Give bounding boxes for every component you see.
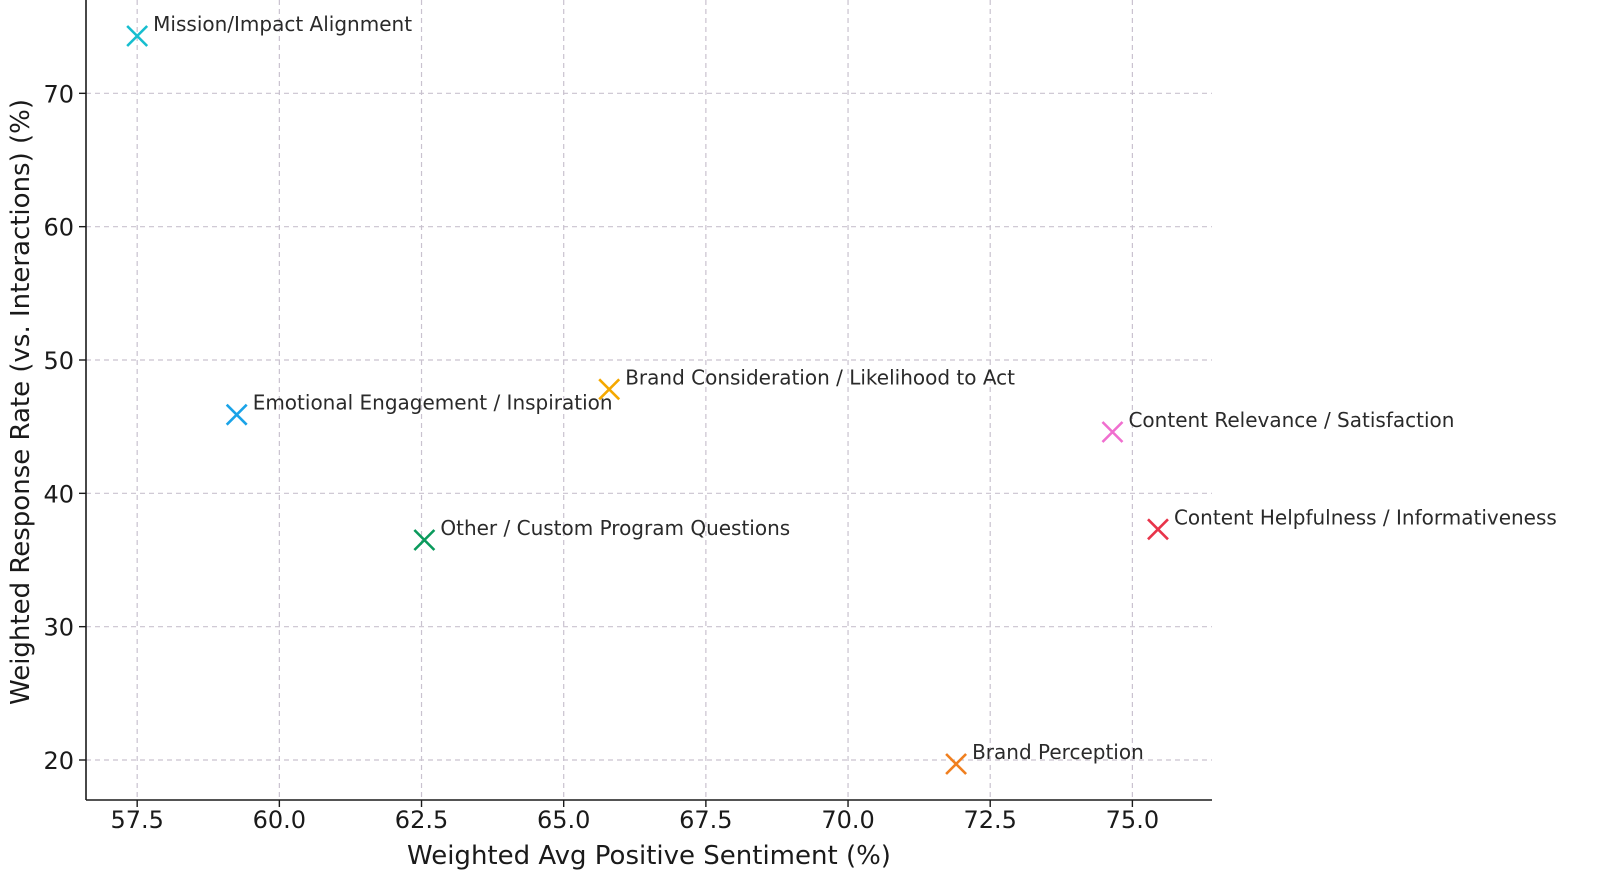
x-axis-title: Weighted Avg Positive Sentiment (%)	[407, 841, 891, 871]
x-marker	[945, 753, 968, 775]
y-tick-label: 40	[43, 480, 74, 508]
y-axis-title: Weighted Response Rate (vs. Interactions…	[6, 99, 36, 705]
scatter-point: Content Helpfulness / Informativeness	[1147, 505, 1557, 541]
x-tick-label: 57.5	[110, 806, 163, 834]
point-label: Mission/Impact Alignment	[153, 12, 412, 36]
x-marker	[413, 529, 436, 551]
data-points: Mission/Impact Alignment Emotional Engage…	[126, 12, 1557, 775]
y-tick-label: 20	[43, 747, 74, 775]
x-tick-label: 65.0	[537, 806, 590, 834]
point-label: Other / Custom Program Questions	[440, 516, 790, 540]
x-tick-label: 72.5	[963, 806, 1016, 834]
x-tick-label: 75.0	[1106, 806, 1159, 834]
x-tick-label: 62.5	[395, 806, 448, 834]
point-label: Emotional Engagement / Inspiration	[253, 391, 613, 415]
scatter-point: Brand Consideration / Likelihood to Act	[598, 365, 1015, 401]
scatter-point: Brand Perception	[945, 740, 1144, 775]
x-marker	[1101, 421, 1124, 443]
scatter-point: Mission/Impact Alignment	[126, 12, 412, 47]
point-label: Brand Perception	[972, 740, 1144, 764]
x-marker	[126, 25, 149, 47]
y-tick-label: 50	[43, 347, 74, 375]
point-label: Brand Consideration / Likelihood to Act	[625, 365, 1015, 389]
y-tick-label: 60	[43, 214, 74, 242]
grid	[86, 0, 1212, 800]
x-tick-label: 60.0	[253, 806, 306, 834]
y-tick-label: 30	[43, 614, 74, 642]
point-label: Content Helpfulness / Informativeness	[1174, 505, 1557, 529]
x-tick-label: 67.5	[679, 806, 732, 834]
x-tick-label: 70.0	[821, 806, 874, 834]
x-marker	[225, 403, 248, 426]
x-marker	[1147, 518, 1169, 541]
point-label: Content Relevance / Satisfaction	[1128, 408, 1454, 432]
scatter-point: Emotional Engagement / Inspiration	[225, 391, 613, 426]
scatter-point: Other / Custom Program Questions	[413, 516, 790, 551]
axes: 57.5 60.0 62.5 65.0 67.5 70.0 72.5 75.0 20 30 40 50…	[43, 0, 1212, 834]
scatter-point: Content Relevance / Satisfaction	[1101, 408, 1454, 443]
x-marker	[598, 378, 621, 401]
y-tick-label: 70	[43, 80, 74, 108]
